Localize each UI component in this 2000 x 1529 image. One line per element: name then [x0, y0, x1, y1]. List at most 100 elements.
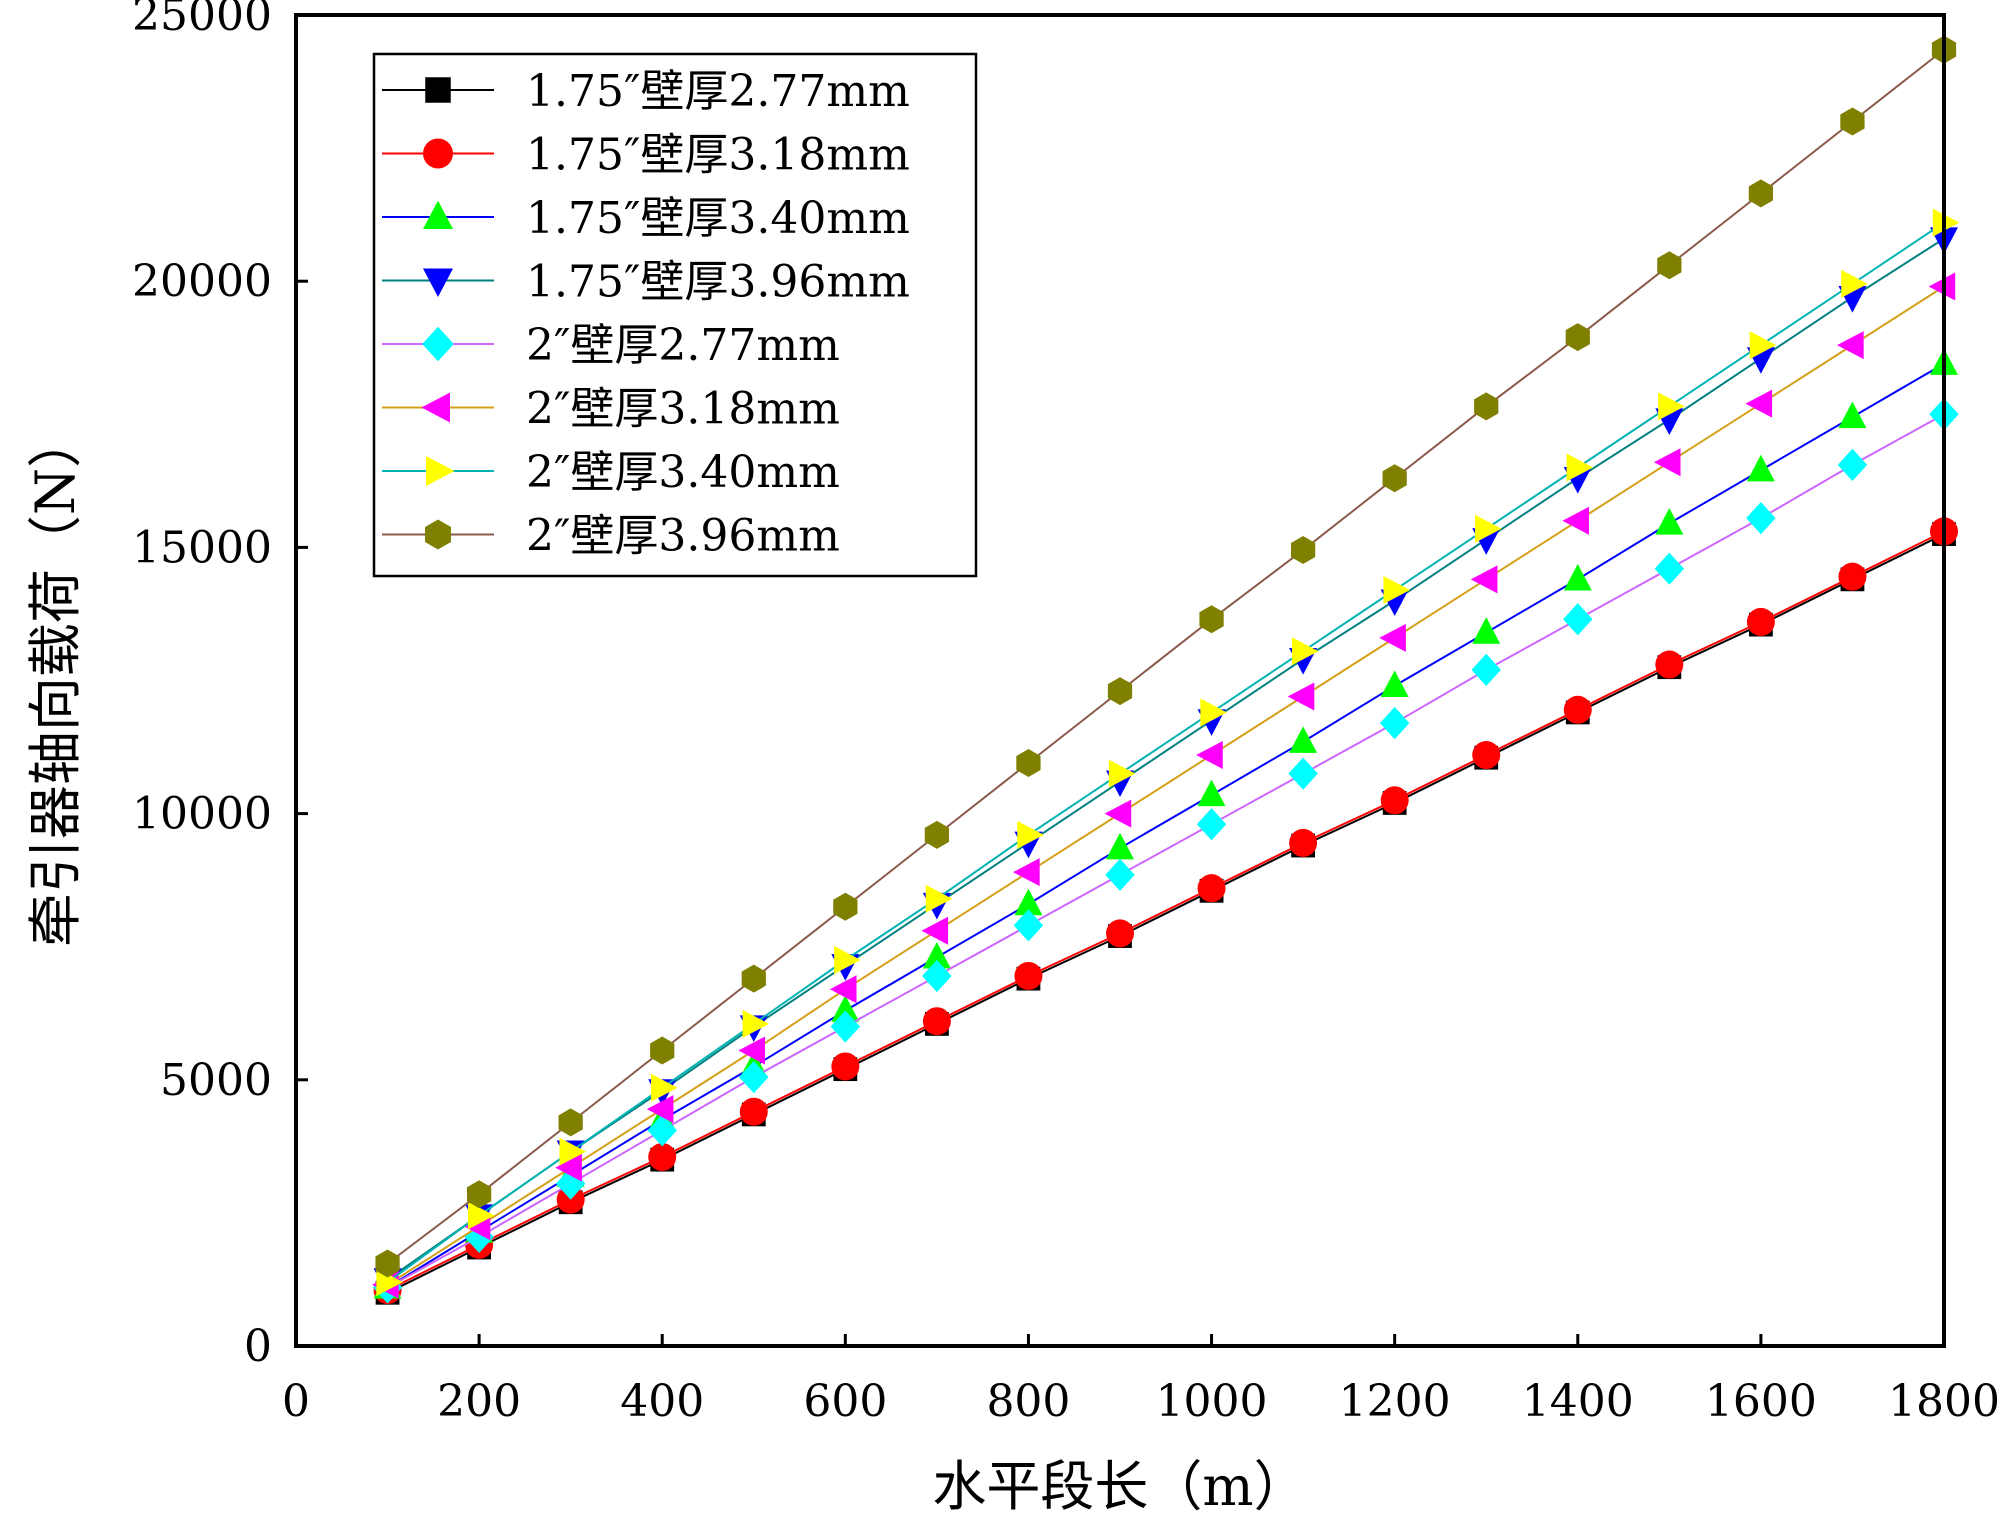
series-5 — [372, 398, 1959, 1304]
legend-item: 1.75″壁厚2.77mm — [382, 66, 910, 117]
legend-label: 2″壁厚3.40mm — [526, 447, 840, 498]
data-point — [559, 1137, 587, 1166]
data-point — [1471, 653, 1501, 686]
y-axis-title: 牵引器轴向载荷（N） — [24, 414, 87, 947]
y-tick-label: 20000 — [132, 256, 272, 307]
x-tick-label: 1400 — [1522, 1376, 1634, 1427]
data-point — [1475, 514, 1502, 543]
legend-marker — [426, 456, 455, 486]
data-point — [1104, 799, 1132, 828]
data-point — [924, 820, 950, 849]
x-tick-label: 600 — [803, 1376, 887, 1427]
legend-label: 2″壁厚2.77mm — [526, 320, 840, 371]
legend-item: 1.75″壁厚3.40mm — [382, 193, 910, 244]
data-point — [1017, 820, 1044, 849]
data-point — [1841, 269, 1868, 298]
legend-item: 2″壁厚2.77mm — [382, 320, 840, 371]
x-axis-title: 水平段长（m） — [932, 1455, 1307, 1518]
data-point — [833, 892, 858, 921]
data-point — [1472, 617, 1501, 644]
x-tick-label: 1200 — [1339, 1376, 1451, 1427]
data-point — [1658, 392, 1685, 421]
series-6 — [372, 272, 1956, 1299]
data-point — [921, 916, 949, 945]
data-point — [646, 1095, 674, 1124]
data-point — [738, 1036, 765, 1065]
data-point — [1838, 562, 1867, 591]
data-point — [1472, 741, 1501, 770]
data-point — [925, 884, 953, 913]
data-point — [558, 1108, 583, 1137]
y-tick-label: 10000 — [132, 789, 272, 840]
series-line — [387, 221, 1945, 1283]
data-point — [831, 995, 860, 1022]
data-point — [922, 941, 951, 969]
data-point — [1928, 272, 1956, 301]
legend-label: 2″壁厚3.18mm — [526, 384, 840, 435]
data-point — [1746, 454, 1775, 482]
data-point — [1013, 858, 1040, 887]
y-axis: 0 5000 10000 15000 20000 25000 — [132, 0, 308, 1372]
legend-marker — [425, 77, 451, 103]
data-point — [1105, 858, 1135, 891]
data-point — [831, 1052, 860, 1081]
plot-frame — [294, 13, 1946, 1348]
legend-label: 1.75″壁厚3.40mm — [526, 193, 910, 244]
series-line — [387, 533, 1945, 1294]
data-point — [1657, 251, 1682, 280]
data-point — [1379, 623, 1406, 652]
data-point — [1290, 536, 1316, 565]
data-point — [1470, 565, 1498, 594]
series-line — [387, 413, 1945, 1289]
data-point — [1653, 448, 1681, 477]
data-point — [1016, 749, 1041, 778]
data-point — [1655, 650, 1684, 679]
x-tick-label: 200 — [437, 1376, 521, 1427]
data-point — [739, 1097, 768, 1126]
data-point — [834, 946, 861, 975]
series-line — [387, 285, 1945, 1286]
legend-label: 1.75″壁厚3.18mm — [526, 130, 910, 181]
legend-item: 1.75″壁厚3.18mm — [382, 130, 910, 181]
data-point — [1840, 107, 1865, 136]
legend-item: 2″壁厚3.96mm — [382, 511, 840, 562]
legend-marker — [423, 200, 453, 229]
data-point — [922, 1007, 951, 1036]
series-7 — [376, 208, 1960, 1297]
data-point — [1014, 961, 1043, 990]
data-point — [466, 1180, 492, 1209]
series-line — [387, 362, 1945, 1289]
data-point — [467, 1201, 495, 1230]
legend-box — [372, 52, 978, 578]
data-point — [1563, 695, 1592, 724]
data-point — [1749, 331, 1777, 360]
data-point — [1562, 506, 1589, 535]
x-tick-label: 400 — [620, 1376, 704, 1427]
data-point — [739, 1061, 769, 1094]
series-2 — [373, 517, 1958, 1305]
data-point — [1565, 323, 1590, 352]
data-point — [830, 1010, 861, 1043]
legend-label: 1.75″壁厚2.77mm — [526, 66, 910, 117]
x-tick-label: 1800 — [1888, 1376, 2000, 1427]
data-point — [1196, 741, 1223, 770]
data-point — [1474, 392, 1499, 421]
data-point — [922, 959, 952, 993]
data-point — [650, 1036, 675, 1065]
legend-item: 2″壁厚3.40mm — [382, 447, 840, 498]
y-tick-label: 25000 — [132, 0, 272, 41]
data-point — [1199, 605, 1224, 634]
x-tick-label: 1000 — [1156, 1376, 1268, 1427]
data-point — [1288, 757, 1318, 790]
data-point — [1655, 508, 1684, 535]
data-point — [1838, 401, 1867, 429]
data-point — [1197, 874, 1226, 903]
data-point — [1106, 919, 1134, 948]
data-point — [829, 975, 857, 1004]
data-point — [1746, 607, 1775, 636]
y-tick-label: 0 — [244, 1321, 272, 1372]
data-point — [1379, 706, 1410, 740]
data-point — [1745, 389, 1773, 418]
data-point — [741, 964, 766, 993]
